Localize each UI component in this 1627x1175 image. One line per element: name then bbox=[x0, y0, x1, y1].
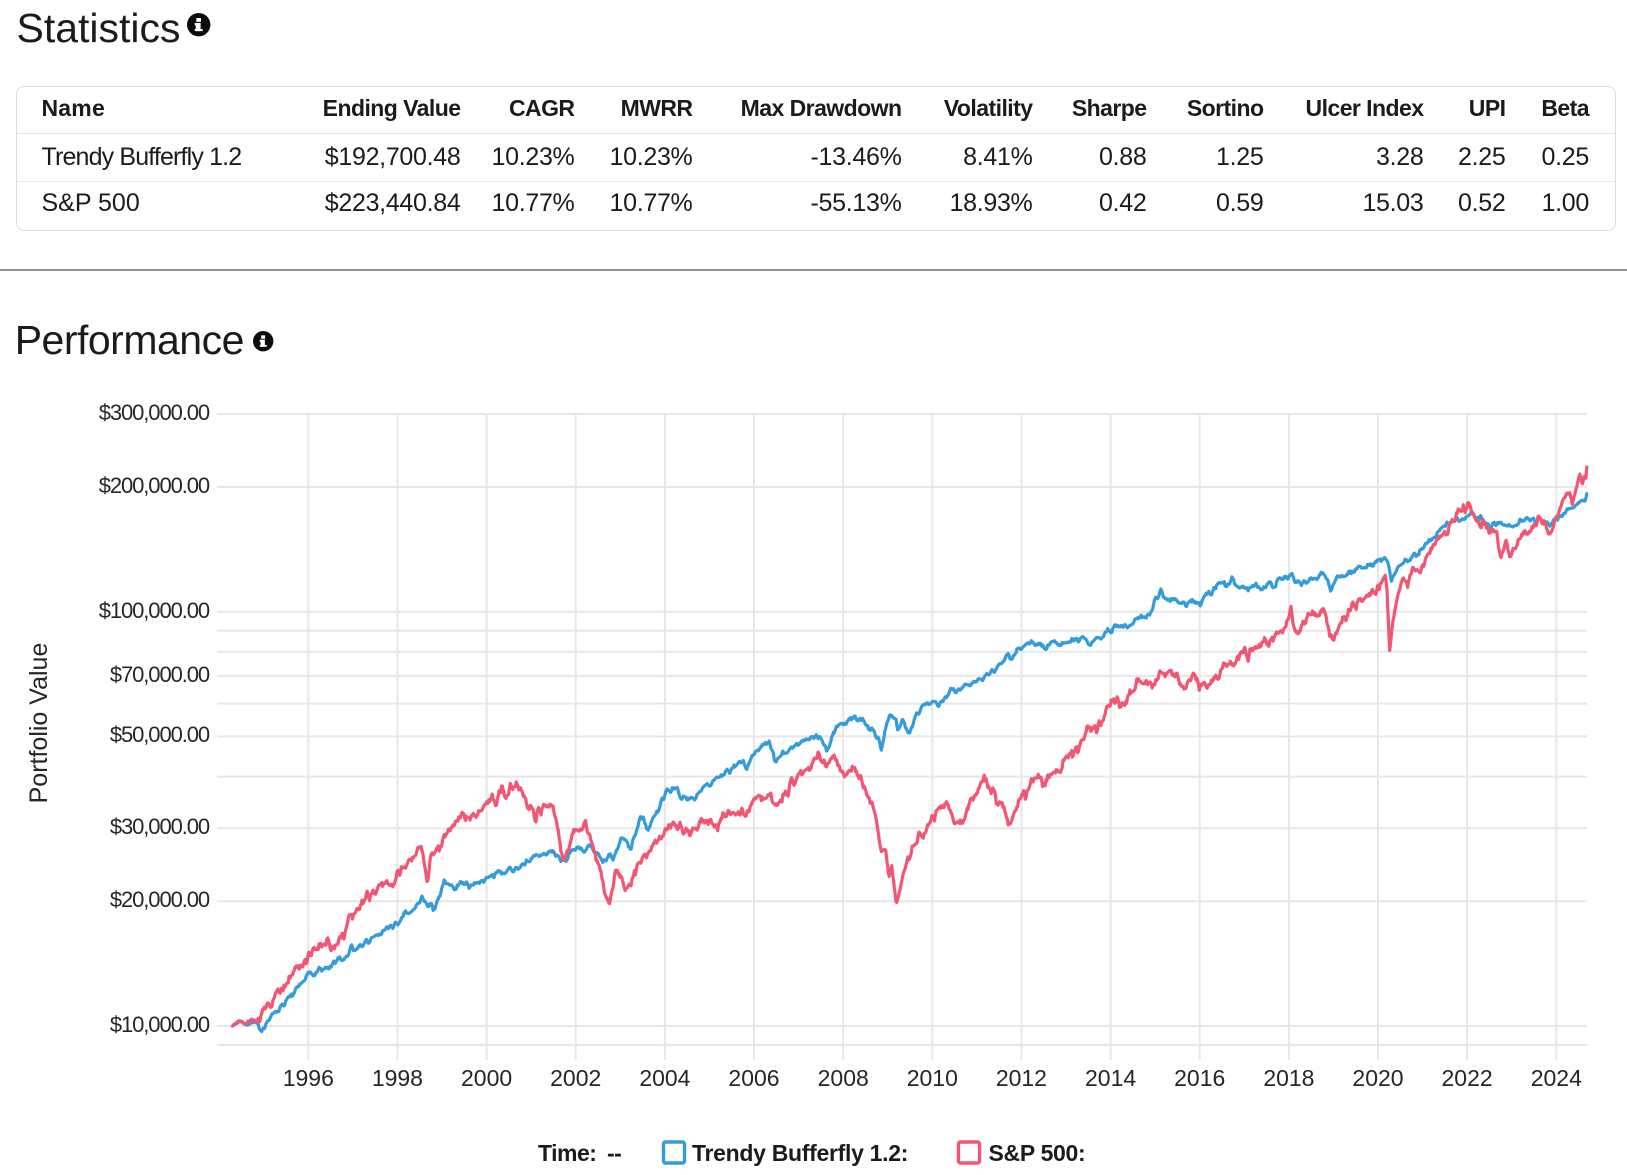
svg-text:2024: 2024 bbox=[1531, 1065, 1582, 1091]
svg-text:2012: 2012 bbox=[996, 1065, 1047, 1091]
svg-text:$200,000.00: $200,000.00 bbox=[99, 473, 210, 498]
svg-text:2010: 2010 bbox=[907, 1065, 958, 1091]
svg-text:Time:: Time: bbox=[538, 1140, 596, 1166]
svg-text:2008: 2008 bbox=[818, 1065, 869, 1091]
svg-text:Portfolio Value: Portfolio Value bbox=[25, 643, 53, 804]
svg-text:2020: 2020 bbox=[1352, 1065, 1403, 1091]
svg-text:2018: 2018 bbox=[1263, 1065, 1314, 1091]
svg-text:--: -- bbox=[607, 1140, 621, 1166]
svg-text:$70,000.00: $70,000.00 bbox=[110, 662, 210, 687]
svg-text:$10,000.00: $10,000.00 bbox=[110, 1012, 210, 1037]
svg-text:2004: 2004 bbox=[639, 1065, 690, 1091]
svg-text:$20,000.00: $20,000.00 bbox=[110, 887, 210, 912]
svg-text:$100,000.00: $100,000.00 bbox=[99, 598, 210, 623]
svg-text:S&P 500:: S&P 500: bbox=[989, 1140, 1086, 1166]
svg-text:2000: 2000 bbox=[461, 1065, 512, 1091]
svg-text:2022: 2022 bbox=[1442, 1065, 1493, 1091]
svg-text:2006: 2006 bbox=[728, 1065, 779, 1091]
svg-text:2014: 2014 bbox=[1085, 1065, 1136, 1091]
svg-text:2016: 2016 bbox=[1174, 1065, 1225, 1091]
svg-text:2002: 2002 bbox=[550, 1065, 601, 1091]
svg-text:$50,000.00: $50,000.00 bbox=[110, 722, 210, 747]
svg-text:1996: 1996 bbox=[283, 1065, 334, 1091]
svg-text:Trendy Bufferfly 1.2:: Trendy Bufferfly 1.2: bbox=[692, 1140, 908, 1166]
svg-text:$300,000.00: $300,000.00 bbox=[99, 400, 210, 425]
svg-text:1998: 1998 bbox=[372, 1065, 423, 1091]
svg-text:$30,000.00: $30,000.00 bbox=[110, 814, 210, 839]
